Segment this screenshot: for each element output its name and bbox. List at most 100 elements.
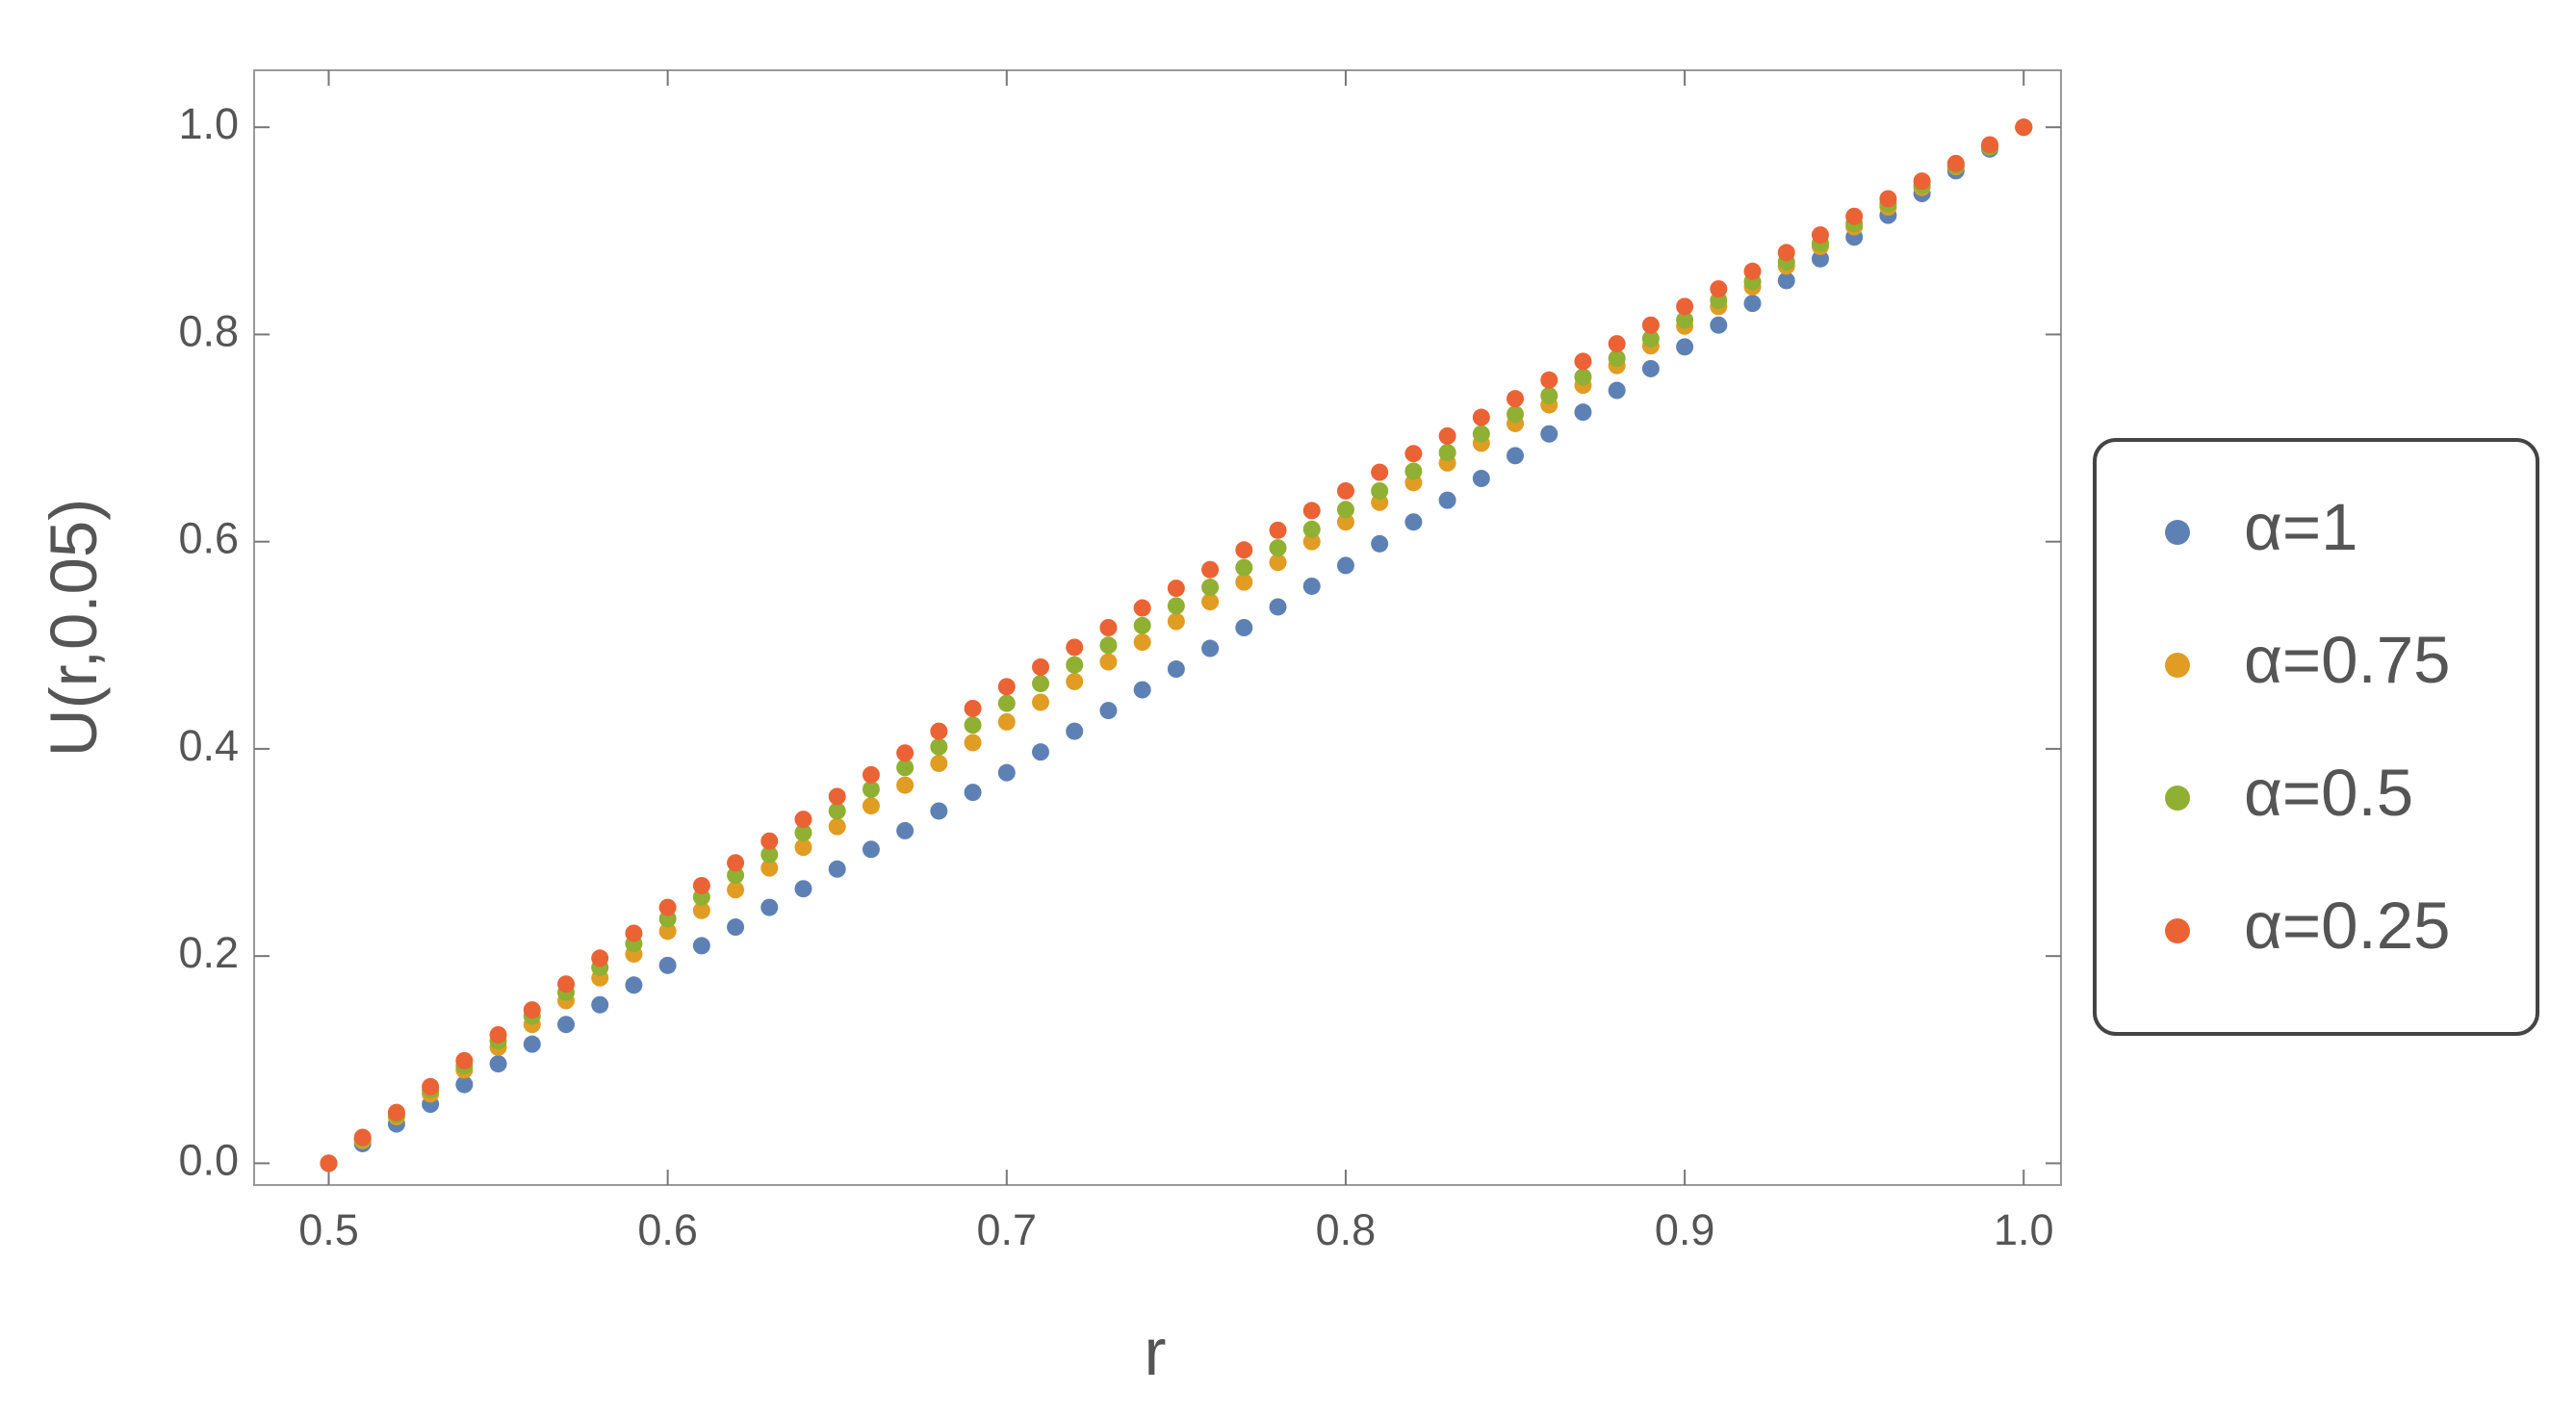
point	[1438, 426, 1456, 445]
point	[828, 817, 846, 836]
point	[1235, 558, 1253, 577]
point	[1336, 556, 1354, 575]
point	[1167, 597, 1185, 615]
point	[1167, 660, 1185, 679]
plot-frame	[253, 69, 2062, 1186]
point	[1608, 381, 1626, 400]
point	[1302, 520, 1321, 538]
point	[1540, 371, 1558, 389]
point	[1302, 532, 1321, 551]
point	[1235, 619, 1253, 636]
x-axis-label: r	[1145, 1315, 1167, 1389]
point	[1811, 249, 1829, 268]
point	[930, 754, 948, 772]
point	[1710, 280, 1728, 298]
point	[455, 1051, 474, 1070]
point	[1845, 207, 1864, 225]
point	[1302, 502, 1321, 520]
x-tick-label: 0.6	[637, 1205, 698, 1254]
point	[1269, 598, 1287, 616]
point	[1066, 672, 1084, 690]
point	[1608, 335, 1626, 353]
point	[658, 956, 677, 974]
point	[1371, 463, 1389, 481]
point	[1032, 657, 1050, 676]
point	[556, 1016, 575, 1034]
point	[320, 1154, 338, 1173]
point	[896, 821, 914, 839]
point	[862, 765, 880, 784]
point	[455, 1075, 474, 1094]
point	[658, 898, 677, 916]
point	[1710, 316, 1728, 334]
point	[1336, 513, 1354, 531]
point	[1099, 653, 1118, 671]
point	[1472, 470, 1490, 488]
legend-label: α=0.75	[2244, 623, 2450, 697]
point	[1167, 612, 1185, 631]
point	[1099, 636, 1118, 655]
legend-marker	[2165, 520, 2190, 545]
x-tick-label: 0.5	[298, 1205, 359, 1254]
point	[1472, 408, 1490, 426]
point	[1201, 560, 1220, 579]
point	[1235, 541, 1253, 559]
point	[1032, 693, 1050, 711]
y-tick-label: 0.6	[178, 514, 239, 563]
point	[760, 859, 779, 877]
point	[862, 780, 880, 798]
legend-marker	[2165, 918, 2190, 943]
point	[930, 722, 948, 740]
point	[1404, 513, 1423, 531]
point	[1269, 521, 1287, 539]
point	[794, 824, 812, 842]
point	[1743, 295, 1762, 313]
point	[1676, 338, 1694, 356]
point	[1269, 539, 1287, 557]
point	[964, 699, 982, 717]
point	[1032, 743, 1050, 761]
point	[1269, 554, 1287, 572]
point	[1507, 390, 1525, 408]
point	[1811, 226, 1829, 245]
point	[1777, 244, 1795, 262]
point	[1913, 172, 1931, 191]
y-axis-label: U(r,0.05)	[37, 499, 111, 757]
legend-box	[2093, 438, 2539, 1036]
point	[353, 1128, 372, 1147]
point	[760, 845, 779, 864]
legend-marker	[2165, 786, 2190, 811]
point	[760, 898, 779, 916]
point	[727, 881, 745, 899]
point	[1608, 349, 1626, 368]
point	[1540, 425, 1558, 443]
point	[1540, 386, 1558, 404]
point	[625, 924, 643, 942]
point	[625, 976, 643, 994]
point	[1235, 573, 1253, 591]
point	[692, 876, 710, 894]
point	[896, 759, 914, 777]
point	[1133, 599, 1151, 617]
point	[1574, 368, 1592, 386]
point	[794, 838, 812, 857]
point	[1201, 593, 1220, 611]
point	[1201, 639, 1220, 657]
x-tick-label: 1.0	[1994, 1205, 2054, 1254]
point	[1336, 481, 1354, 500]
point	[1066, 638, 1084, 657]
point	[1641, 359, 1660, 377]
point	[1743, 262, 1762, 280]
point	[658, 922, 677, 941]
point	[1133, 616, 1151, 634]
point	[1676, 297, 1694, 316]
point	[964, 734, 982, 752]
point	[556, 975, 575, 993]
point	[1507, 447, 1525, 465]
point	[1066, 722, 1084, 740]
point	[930, 737, 948, 756]
x-tick-label: 0.7	[977, 1205, 1038, 1254]
point	[727, 918, 745, 937]
x-tick-label: 0.8	[1316, 1205, 1377, 1254]
